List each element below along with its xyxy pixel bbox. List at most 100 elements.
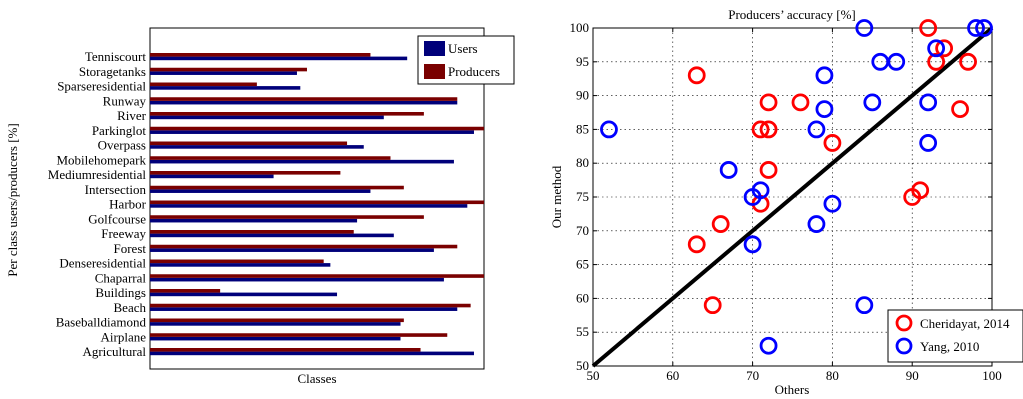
bar-users-agricultural: [150, 352, 474, 356]
scatter-points: [601, 21, 991, 354]
bar-producers-mobilehomepark: [150, 156, 390, 160]
scatter-point-cheridayat-2014: [793, 95, 808, 110]
bar-users-golfcourse: [150, 219, 357, 223]
scatter-point-cheridayat-2014: [825, 135, 840, 150]
bar-chart: TenniscourtStoragetanksSparseresidential…: [5, 28, 514, 386]
bar-category-labels: TenniscourtStoragetanksSparseresidential…: [48, 49, 147, 359]
bar-users-beach: [150, 307, 457, 311]
scatter-point-cheridayat-2014: [761, 162, 776, 177]
bar-category-label: Chaparral: [95, 270, 147, 285]
x-tick-label: 80: [826, 368, 839, 383]
y-tick-label: 90: [576, 88, 589, 103]
scatter-point-yang-2010: [857, 298, 872, 313]
bar-users-baseballdiamond: [150, 322, 401, 326]
y-tick-label: 80: [576, 155, 589, 170]
scatter-point-cheridayat-2014: [761, 95, 776, 110]
bar-category-label: Golfcourse: [88, 211, 146, 226]
bar-producers-storagetanks: [150, 68, 307, 72]
bar-users-sparseresidential: [150, 86, 300, 90]
legend-label-producers: Producers: [448, 64, 500, 79]
bar-producers-intersection: [150, 186, 404, 190]
legend-swatch-users: [424, 41, 445, 56]
bar-category-label: Overpass: [98, 138, 146, 153]
bar-producers-tenniscourt: [150, 53, 370, 57]
y-tick-label: 95: [576, 54, 589, 69]
scatter-point-yang-2010: [865, 95, 880, 110]
bar-users-freeway: [150, 234, 394, 238]
scatter-legend: Cheridayat, 2014 Yang, 2010: [888, 310, 1023, 362]
bar-users-river: [150, 116, 384, 120]
scatter-x-axis-label: Others: [775, 382, 810, 397]
bar-producers-buildings: [150, 289, 220, 293]
bar-producers-beach: [150, 304, 471, 308]
x-tick-label: 100: [982, 368, 1002, 383]
y-tick-label: 100: [570, 20, 590, 35]
bar-producers-forest: [150, 245, 457, 249]
bar-producers-river: [150, 112, 424, 116]
bar-producers-parkinglot: [150, 127, 484, 131]
bar-users-mediumresidential: [150, 175, 274, 179]
bar-category-label: Mediumresidential: [48, 167, 147, 182]
bar-users-overpass: [150, 145, 364, 149]
scatter-point-cheridayat-2014: [689, 237, 704, 252]
y-tick-label: 70: [576, 223, 589, 238]
x-tick-label: 90: [906, 368, 919, 383]
bar-category-label: Buildings: [95, 285, 146, 300]
scatter-point-cheridayat-2014: [953, 102, 968, 117]
scatter-point-cheridayat-2014: [705, 298, 720, 313]
bar-users-runway: [150, 101, 457, 105]
bar-category-label: Baseballdiamond: [56, 315, 147, 330]
bar-producers-airplane: [150, 333, 447, 337]
y-tick-label: 60: [576, 290, 589, 305]
bar-users-airplane: [150, 337, 401, 341]
scatter-point-yang-2010: [921, 135, 936, 150]
bar-producers-mediumresidential: [150, 171, 340, 175]
y-tick-label: 55: [576, 324, 589, 339]
scatter-title: Producers’ accuracy [%]: [728, 7, 856, 22]
bar-category-label: Parkinglot: [92, 123, 147, 138]
bar-category-label: Sparseresidential: [57, 79, 146, 94]
bar-category-label: Runway: [103, 93, 147, 108]
scatter-y-axis-label: Our method: [549, 165, 564, 228]
bar-y-axis-label: Per class users/producers [%]: [5, 123, 20, 276]
bar-users-intersection: [150, 189, 370, 193]
scatter-point-yang-2010: [921, 95, 936, 110]
scatter-point-yang-2010: [721, 162, 736, 177]
scatter-point-yang-2010: [809, 122, 824, 137]
bar-producers-baseballdiamond: [150, 319, 404, 323]
scatter-point-yang-2010: [817, 102, 832, 117]
bar-producers-freeway: [150, 230, 354, 234]
bar-category-label: Tenniscourt: [85, 49, 147, 64]
bar-producers-sparseresidential: [150, 83, 257, 87]
bar-category-label: River: [117, 108, 147, 123]
bar-category-label: Freeway: [101, 226, 146, 241]
bar-users-forest: [150, 248, 434, 252]
legend-label-yang: Yang, 2010: [920, 339, 979, 354]
bar-legend: Users Producers: [418, 36, 514, 84]
scatter-point-yang-2010: [809, 217, 824, 232]
y-tick-label: 50: [576, 358, 589, 373]
bar-category-label: Mobilehomepark: [56, 152, 146, 167]
bar-users-storagetanks: [150, 71, 297, 75]
bar-users-chaparral: [150, 278, 444, 282]
bar-producers-agricultural: [150, 348, 421, 352]
bar-producers-denseresidential: [150, 260, 324, 264]
scatter-point-cheridayat-2014: [713, 217, 728, 232]
bar-category-label: Harbor: [109, 197, 146, 212]
bar-category-label: Storagetanks: [79, 64, 146, 79]
bar-users-mobilehomepark: [150, 160, 454, 164]
bar-users-denseresidential: [150, 263, 330, 267]
y-tick-label: 75: [576, 189, 589, 204]
scatter-chart: Producers’ accuracy [%] 50 60 70 80 90 100505…: [549, 7, 1023, 397]
bar-category-label: Beach: [114, 300, 147, 315]
y-tick-label: 85: [576, 121, 589, 136]
bar-category-label: Denseresidential: [59, 256, 146, 271]
bar-users-parkinglot: [150, 130, 474, 134]
x-tick-label: 70: [746, 368, 759, 383]
bar-marks: [150, 53, 484, 355]
bar-x-axis-label: Classes: [298, 371, 337, 386]
legend-label-cheridayat: Cheridayat, 2014: [920, 316, 1010, 331]
bar-producers-golfcourse: [150, 215, 424, 219]
bar-users-buildings: [150, 293, 337, 297]
